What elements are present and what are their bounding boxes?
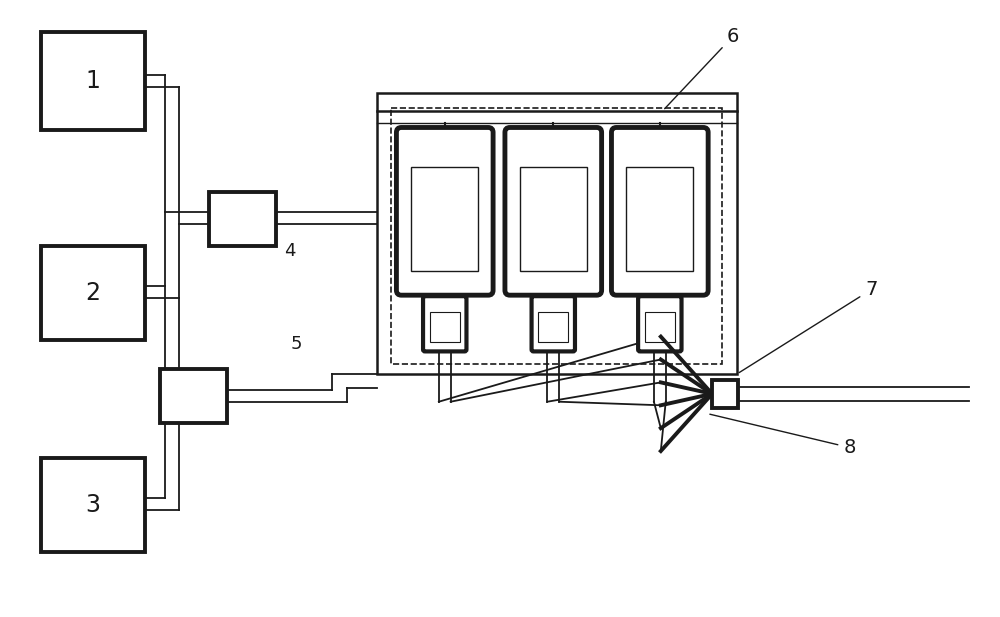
Text: 8: 8 [710,414,856,457]
Bar [430,312,460,342]
Bar [712,380,738,408]
Text: 1: 1 [86,69,101,93]
Bar [538,312,568,342]
Bar [41,32,145,130]
Text: 5: 5 [291,336,302,354]
Bar [645,312,675,342]
Bar [209,192,276,246]
Bar [41,246,145,339]
Bar [411,167,478,270]
FancyBboxPatch shape [638,296,682,352]
FancyBboxPatch shape [505,128,602,295]
Bar [41,458,145,552]
Bar [520,167,587,270]
FancyBboxPatch shape [611,128,708,295]
Bar [160,369,227,423]
Text: 2: 2 [86,281,101,305]
Text: 3: 3 [86,493,101,517]
Bar [626,167,693,270]
Text: 7: 7 [739,280,877,373]
FancyBboxPatch shape [396,128,493,295]
FancyBboxPatch shape [532,296,575,352]
Text: 6: 6 [665,27,739,109]
Text: 4: 4 [284,242,295,260]
FancyBboxPatch shape [423,296,466,352]
Bar [377,93,737,374]
Bar [391,108,722,364]
